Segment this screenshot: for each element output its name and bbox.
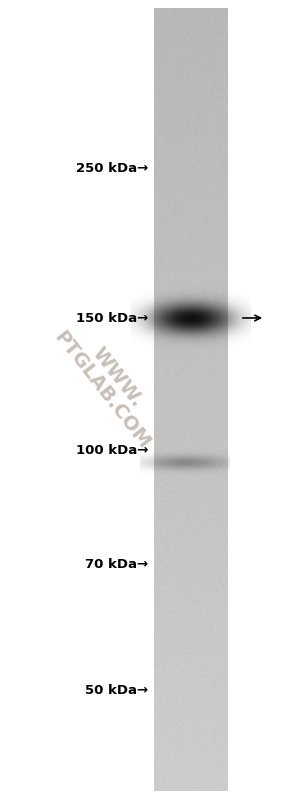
Text: 250 kDa→: 250 kDa→	[76, 161, 148, 174]
Text: WWW.
PTGLAB.COM: WWW. PTGLAB.COM	[50, 315, 169, 452]
Text: 70 kDa→: 70 kDa→	[85, 559, 148, 571]
Text: 50 kDa→: 50 kDa→	[85, 683, 148, 697]
Text: 150 kDa→: 150 kDa→	[76, 312, 148, 324]
Text: 100 kDa→: 100 kDa→	[76, 443, 148, 456]
